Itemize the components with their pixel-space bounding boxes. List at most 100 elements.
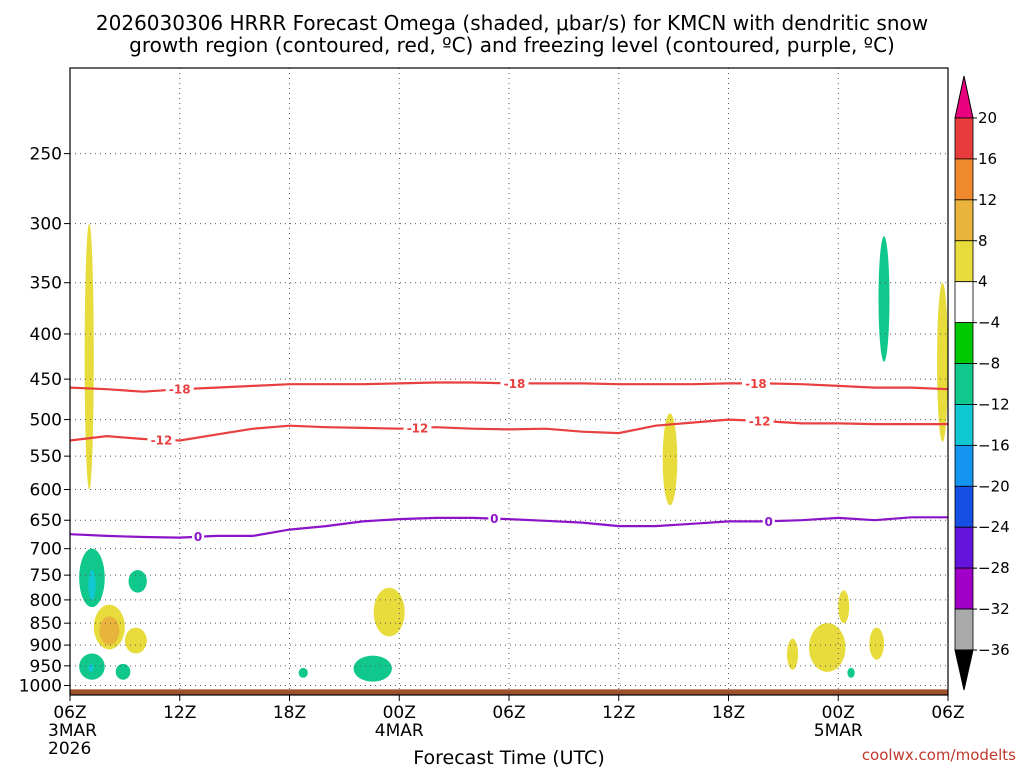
- omega-neg-5: [88, 663, 94, 672]
- contour-label-bg-freezing-level-1: [488, 511, 501, 526]
- colorbar-bin-6: [954, 322, 974, 364]
- plot-frame: [69, 67, 949, 696]
- y-tick-label-550: 550: [30, 447, 62, 467]
- contour-label-temp-minus-18-0: -18: [169, 383, 191, 397]
- x-tick-label-48: 06Z: [931, 703, 964, 723]
- y-tick-label-350: 350: [30, 274, 62, 294]
- colorbar-label-3: 8: [978, 232, 988, 250]
- contour-label-temp-minus-18-2: -18: [745, 377, 767, 391]
- ground-fill: [70, 689, 948, 695]
- contour-label-bg-temp-minus-18-0: [165, 382, 194, 397]
- y-tick-label-400: 400: [30, 325, 62, 345]
- y-tick-label-850: 850: [30, 614, 62, 634]
- colorbar-label-11: −28: [978, 559, 1010, 577]
- colorbar-bin-2: [954, 158, 974, 201]
- colorbar: 20 16 12 8 4 −4 −8 −12 −16 −20 −24 −28 −32 −36: [954, 75, 1010, 691]
- contour-label-bg-freezing-level-0: [192, 529, 205, 544]
- x-axis-title: Forecast Time (UTC): [413, 747, 604, 768]
- y-tick-label-1000: 1000: [19, 677, 62, 697]
- colorbar-label-12: −32: [978, 600, 1010, 618]
- chart-title: 2026030306 HRRR Forecast Omega (shaded, …: [96, 11, 928, 57]
- colorbar-bin-7: [954, 363, 974, 405]
- contour-label-freezing-level-1: 0: [490, 512, 498, 526]
- x-tick-label-18: 00Z: [383, 703, 416, 723]
- colorbar-bin-12: [954, 567, 974, 610]
- contour-label-bg-temp-minus-18-1: [500, 376, 529, 391]
- x-year-label: 2026: [48, 739, 91, 759]
- title-line-1: 2026030306 HRRR Forecast Omega (shaded, …: [96, 11, 928, 35]
- colorbar-label-1: 16: [978, 150, 997, 168]
- colorbar-bin-5: [954, 281, 974, 324]
- omega-pos-8: [808, 623, 846, 672]
- colorbar-label-6: −8: [978, 355, 1000, 373]
- contour-label-freezing-level-0: 0: [194, 530, 202, 544]
- x-tick-label-30: 12Z: [602, 703, 635, 723]
- contour-label-bg-temp-minus-12-0: [147, 432, 176, 447]
- colorbar-label-10: −24: [978, 518, 1010, 536]
- y-tick-label-250: 250: [30, 145, 62, 165]
- omega-pos-10: [869, 627, 884, 660]
- colorbar-top-arrow: [954, 75, 974, 119]
- contour-lines: -18 -18 -18 -12 -12 -12 0 0 0: [69, 376, 949, 544]
- omega-neg-2: [88, 569, 96, 600]
- colorbar-label-2: 12: [978, 191, 997, 209]
- x-tick-label-42: 00Z: [822, 703, 855, 723]
- omega-pos-11: [937, 282, 948, 442]
- omega-pos-6: [662, 413, 678, 506]
- omega-neg-8: [353, 655, 392, 682]
- omega-pos-5: [373, 587, 405, 637]
- colorbar-bin-9: [954, 444, 974, 487]
- x-tick-label-36: 18Z: [712, 703, 745, 723]
- contour-label-temp-minus-12-0: -12: [151, 433, 173, 447]
- contour-temp-minus-12: [69, 418, 948, 442]
- contour-label-bg-temp-minus-12-2: [745, 413, 774, 428]
- colorbar-label-9: −20: [978, 477, 1010, 495]
- credit-link[interactable]: coolwx.com/modelts: [862, 746, 1016, 764]
- colorbar-label-8: −16: [978, 436, 1010, 454]
- colorbar-bin-13: [954, 608, 974, 651]
- y-tick-label-300: 300: [30, 215, 62, 235]
- x-tick-label-12: 18Z: [273, 703, 306, 723]
- omega-pos-1: [84, 223, 94, 490]
- y-tick-label-950: 950: [30, 657, 62, 677]
- y-tick-label-500: 500: [30, 411, 62, 431]
- contour-label-bg-temp-minus-18-2: [741, 376, 770, 391]
- colorbar-bin-4: [954, 240, 974, 283]
- omega-pos-9: [838, 590, 850, 624]
- colorbar-label-0: 20: [978, 109, 997, 127]
- y-axis: 2503003504004505005506006507007508008509…: [19, 145, 70, 697]
- colorbar-bin-8: [954, 404, 974, 446]
- omega-pos-4: [124, 627, 147, 654]
- y-tick-label-450: 450: [30, 370, 62, 390]
- contour-label-temp-minus-12-2: -12: [749, 414, 771, 428]
- contour-label-freezing-level-2: 0: [765, 515, 773, 529]
- omega-pos-3: [99, 616, 120, 646]
- colorbar-bin-10: [954, 485, 974, 528]
- colorbar-bottom-arrow: [954, 649, 974, 691]
- x-date-label-18: 4MAR: [375, 721, 424, 741]
- omega-neg-7: [298, 667, 308, 678]
- y-tick-label-900: 900: [30, 636, 62, 656]
- y-tick-label-800: 800: [30, 591, 62, 611]
- y-tick-label-700: 700: [30, 540, 62, 560]
- x-tick-label-24: 06Z: [492, 703, 525, 723]
- x-tick-label-6: 12Z: [163, 703, 196, 723]
- omega-pos-7: [787, 638, 799, 670]
- omega-neg-3: [128, 569, 147, 593]
- colorbar-label-13: −36: [978, 641, 1010, 659]
- y-tick-label-600: 600: [30, 481, 62, 501]
- colorbar-bin-3: [954, 199, 974, 242]
- y-tick-label-750: 750: [30, 566, 62, 586]
- y-tick-label-650: 650: [30, 511, 62, 531]
- x-date-label-0: 3MAR: [48, 721, 97, 741]
- contour-label-bg-temp-minus-12-1: [403, 420, 432, 435]
- x-tick-label-0: 06Z: [53, 703, 86, 723]
- omega-neg-9: [847, 667, 855, 678]
- title-line-2: growth region (contoured, red, ºC) and f…: [129, 33, 895, 57]
- colorbar-bin-1: [954, 117, 974, 160]
- x-date-label-42: 5MAR: [814, 721, 863, 741]
- omega-shaded-regions: [79, 223, 948, 682]
- colorbar-label-5: −4: [978, 314, 1000, 332]
